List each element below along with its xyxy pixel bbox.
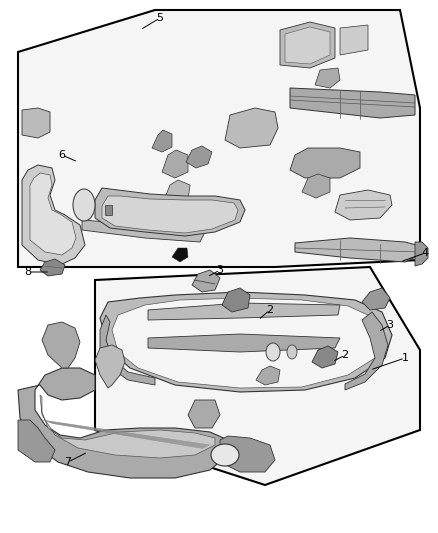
Polygon shape [362,288,390,310]
Polygon shape [188,400,220,428]
Text: 2: 2 [342,350,349,360]
Polygon shape [285,27,330,64]
Ellipse shape [266,343,280,361]
Polygon shape [95,345,125,388]
Polygon shape [18,420,55,462]
Polygon shape [295,238,420,262]
Text: 7: 7 [64,457,71,467]
Text: 1: 1 [402,353,409,363]
Text: 8: 8 [25,267,32,277]
Polygon shape [192,270,220,292]
Polygon shape [290,148,360,178]
Polygon shape [148,334,340,352]
Polygon shape [22,165,85,265]
Polygon shape [186,146,212,168]
Polygon shape [222,288,250,312]
Text: 2: 2 [266,305,274,315]
Polygon shape [102,196,238,233]
Polygon shape [225,108,278,148]
Polygon shape [256,366,280,385]
Polygon shape [100,315,155,385]
Polygon shape [112,298,380,388]
Polygon shape [172,248,188,262]
Text: 5: 5 [156,13,163,23]
Ellipse shape [287,345,297,359]
Polygon shape [95,188,245,236]
Polygon shape [18,368,228,478]
Text: 4: 4 [421,248,428,258]
Polygon shape [415,242,428,266]
Polygon shape [30,173,76,255]
Polygon shape [40,395,215,458]
Text: 3: 3 [386,320,393,330]
Polygon shape [95,267,420,485]
Ellipse shape [73,189,95,221]
Polygon shape [18,10,420,267]
Text: 6: 6 [59,150,66,160]
Polygon shape [164,180,190,205]
Polygon shape [220,436,275,472]
Polygon shape [148,303,340,320]
Polygon shape [312,346,338,368]
Polygon shape [100,292,392,392]
Polygon shape [22,108,50,138]
Ellipse shape [211,444,239,466]
Polygon shape [302,174,330,198]
Polygon shape [290,88,415,118]
Polygon shape [335,190,392,220]
Polygon shape [340,25,368,55]
Polygon shape [40,259,65,276]
Polygon shape [280,22,335,68]
Polygon shape [152,130,172,152]
Polygon shape [105,205,112,215]
Polygon shape [345,312,388,390]
Polygon shape [42,322,80,368]
Polygon shape [162,150,188,178]
Text: 3: 3 [216,265,223,275]
Polygon shape [315,68,340,88]
Polygon shape [82,210,205,242]
